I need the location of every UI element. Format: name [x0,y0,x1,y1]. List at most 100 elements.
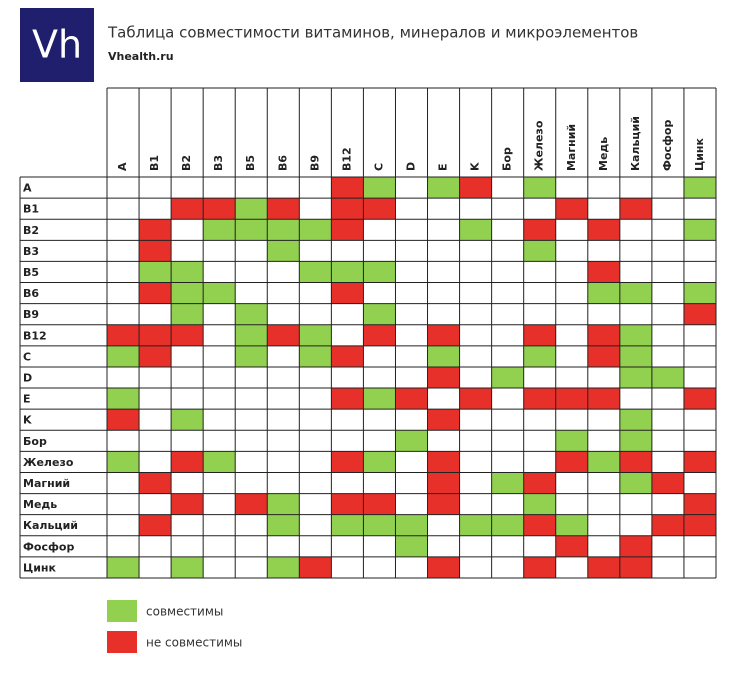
cell [107,388,140,410]
cell [171,198,204,220]
cell [331,282,364,304]
cell [523,345,556,367]
cell [587,261,620,283]
cell [555,198,588,220]
cell [619,366,652,389]
cell [331,219,364,241]
cell [171,493,204,515]
cell [235,219,268,241]
logo-box [20,8,94,82]
cell [683,514,716,536]
column-header: Цинк [693,137,706,171]
cell [299,219,332,241]
row-header: Медь [23,498,57,511]
cell [139,345,172,367]
cell [523,219,556,241]
cell [363,324,396,346]
column-header: Фосфор [661,120,674,171]
row-header: E [23,393,31,406]
row-header: Железо [23,456,74,469]
cell [619,430,652,452]
cell [683,451,716,473]
column-header: Медь [597,137,610,171]
cell [331,177,364,199]
cell [523,556,556,578]
cell [171,556,204,578]
row-header: A [23,182,32,195]
cell [331,451,364,473]
row-header: B2 [23,224,39,237]
cell [299,324,332,346]
cell [427,345,460,367]
cell [171,324,204,346]
column-header: B12 [340,147,353,171]
cell [171,409,204,431]
column-header: Магний [565,124,578,171]
row-header: B1 [23,203,39,216]
cell [619,472,652,494]
column-header: B6 [276,155,289,171]
column-header: Железо [533,120,546,171]
cell [267,240,300,262]
cell [267,324,300,346]
cell [331,493,364,515]
cell [299,556,332,578]
cell [491,366,524,389]
cell [139,514,172,536]
cell [651,472,684,494]
legend-label: совместимы [146,605,223,619]
cell [171,451,204,473]
cell [619,282,652,304]
cell [267,219,300,241]
cell [427,324,460,346]
cell [683,219,716,241]
column-header: Бор [501,147,514,171]
cell [171,303,204,325]
cell [683,282,716,304]
row-header: D [23,372,32,385]
cell [587,282,620,304]
cell [395,388,428,410]
cell [683,388,716,410]
cell [203,451,236,473]
cell [427,409,460,431]
cell [139,240,172,262]
site: Vhealth.ru [108,50,174,63]
cell [459,514,492,536]
cell [683,303,716,325]
cell [427,451,460,473]
cell [267,556,300,578]
column-header: B3 [212,155,225,171]
cell [619,556,652,578]
cell [363,451,396,473]
cell [619,409,652,431]
row-header: Цинк [23,561,57,574]
cell [619,345,652,367]
cell [267,493,300,515]
legend-swatch [107,631,137,653]
cell [331,198,364,220]
row-header: B5 [23,266,39,279]
cell [523,388,556,410]
cell [427,366,460,389]
row-header: K [23,414,32,427]
cell [171,282,204,304]
cell [299,345,332,367]
column-header: B5 [244,155,257,171]
cell [523,514,556,536]
cell [139,219,172,241]
row-header: Магний [23,477,70,490]
cell [555,535,588,557]
cell [619,451,652,473]
cell [395,535,428,557]
cell [459,177,492,199]
cell [363,303,396,325]
cell [235,303,268,325]
cell [267,514,300,536]
column-header: A [116,162,129,171]
cell [363,198,396,220]
cell [235,198,268,220]
cell [331,261,364,283]
cell [235,324,268,346]
